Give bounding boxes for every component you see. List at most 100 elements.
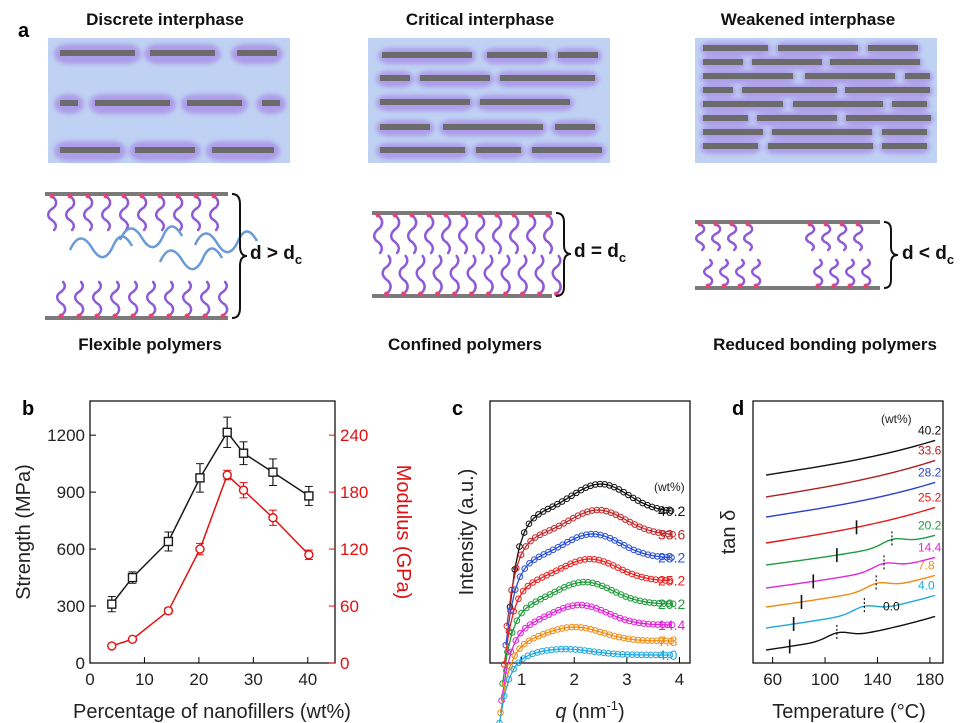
anchor-point — [452, 291, 457, 297]
polymer-chain — [181, 280, 193, 318]
nanofiller-platelet — [487, 52, 547, 58]
data-point — [576, 646, 584, 654]
nanofiller-platelet — [212, 147, 274, 153]
polymer-chain — [742, 222, 754, 252]
data-point — [569, 602, 576, 609]
x-tick-label: 1 — [517, 670, 526, 689]
data-point — [519, 655, 527, 662]
data-point — [581, 556, 589, 563]
polymer-chain — [154, 194, 166, 232]
polymer-chain — [710, 222, 722, 252]
series-line — [111, 473, 310, 647]
data-point — [664, 621, 671, 629]
data-point — [652, 651, 660, 659]
brace-discrete — [231, 193, 248, 319]
tan-delta-curve — [766, 534, 936, 566]
data-point — [643, 574, 650, 582]
polymer-chain — [525, 213, 537, 255]
nanofiller-platelet — [60, 50, 135, 56]
data-point — [591, 481, 599, 488]
anchor-point — [721, 283, 727, 289]
series-label: 33.6 — [658, 526, 685, 542]
data-point — [589, 579, 596, 587]
relation-weakened: d < dc — [902, 243, 955, 267]
data-point — [658, 553, 666, 561]
tan-delta-curve — [765, 481, 936, 518]
y-tick-label: 600 — [57, 540, 85, 559]
anchor-point — [729, 221, 735, 227]
polymer-chain — [734, 258, 746, 288]
anchor-point — [58, 313, 64, 319]
anchor-point — [697, 221, 703, 227]
y2-tick-label: 60 — [340, 597, 359, 616]
anchor-point — [753, 283, 759, 289]
heading-discrete: Discrete interphase — [86, 10, 244, 29]
nanofiller-platelet — [95, 100, 170, 106]
anchor-point — [839, 221, 845, 227]
data-point — [655, 600, 663, 607]
data-point — [304, 550, 314, 560]
data-point — [605, 650, 612, 657]
panel-d-ylabel: tan δ — [718, 510, 740, 555]
nanofiller-platelet — [905, 73, 930, 79]
polymer-chain — [449, 254, 460, 296]
anchor-point — [184, 313, 190, 319]
data-point — [601, 481, 609, 488]
y-tick-label: 0 — [76, 654, 85, 673]
polymer-chain — [750, 258, 762, 288]
panel-a-schematic — [45, 38, 937, 320]
polymer-chain — [389, 213, 401, 255]
data-point — [557, 645, 565, 653]
data-point — [653, 505, 661, 512]
data-point — [627, 594, 634, 602]
series-label: 14.4 — [658, 617, 685, 633]
data-point — [513, 564, 520, 572]
data-point — [633, 651, 641, 659]
nanofiller-platelet — [703, 101, 783, 107]
data-point — [512, 637, 520, 644]
y2-tick-label: 120 — [340, 540, 368, 559]
nanofiller-platelet — [752, 59, 822, 65]
data-point — [629, 494, 637, 502]
heading-weakened: Weakened interphase — [720, 10, 896, 29]
data-point — [521, 624, 529, 632]
y-tick-label: 1200 — [47, 426, 85, 445]
data-point — [625, 635, 632, 643]
polymer-chain — [91, 280, 103, 318]
free-polymer-chain — [68, 235, 134, 259]
data-point — [538, 648, 546, 655]
polymer-chain — [491, 213, 503, 255]
data-point — [665, 600, 672, 608]
polymer-chain — [217, 280, 229, 318]
brace-critical — [555, 212, 572, 297]
nanofiller-platelet — [380, 147, 465, 153]
data-point — [610, 632, 618, 640]
data-point — [652, 576, 660, 583]
polymer-chain — [694, 222, 706, 252]
data-point — [663, 506, 670, 514]
nanofiller-platelet — [768, 143, 873, 149]
data-point — [620, 488, 627, 496]
data-point — [638, 573, 645, 581]
y-tick-label: 300 — [57, 597, 85, 616]
anchor-point — [409, 212, 415, 218]
data-point — [592, 530, 600, 538]
data-point — [669, 600, 677, 608]
anchor-point — [94, 313, 100, 319]
polymer-chain — [73, 280, 85, 318]
anchor-point — [713, 221, 719, 227]
polymer-chain — [440, 213, 452, 255]
data-point — [614, 650, 622, 658]
data-point — [649, 552, 656, 559]
anchor-point — [705, 283, 711, 289]
polymer-chain — [517, 254, 528, 296]
data-point — [661, 577, 669, 584]
polymer-chain — [423, 213, 435, 255]
polymer-chain — [199, 280, 211, 318]
data-point — [600, 649, 607, 657]
data-point — [526, 621, 534, 628]
data-point — [530, 514, 537, 522]
data-point — [615, 633, 623, 641]
data-point — [654, 621, 662, 628]
data-point — [596, 628, 604, 636]
